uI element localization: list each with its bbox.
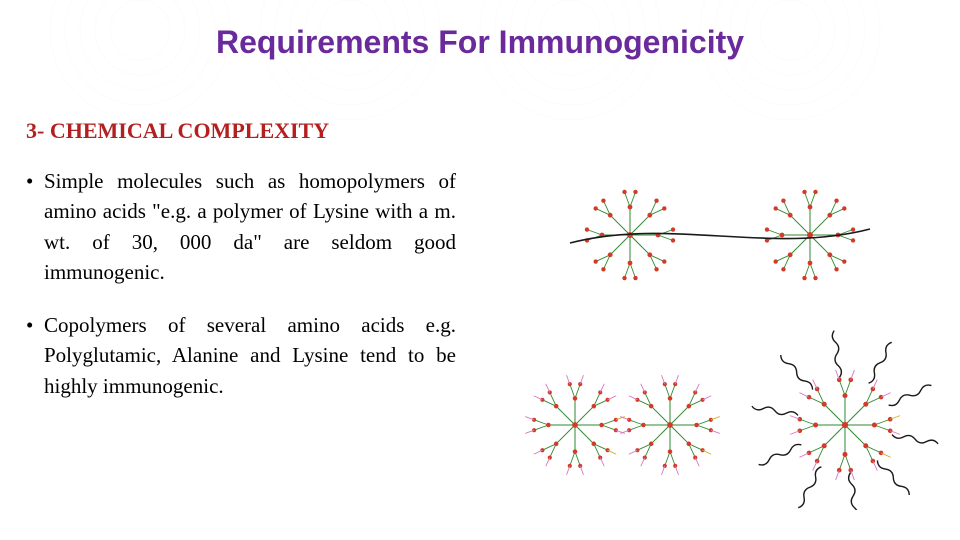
polymer-diagram (500, 150, 940, 510)
bullet-dot: • (26, 310, 44, 401)
page-title: Requirements For Immunogenicity (0, 24, 960, 61)
bullet-dot: • (26, 166, 44, 288)
body-text-column: • Simple molecules such as homopolymers … (26, 166, 456, 423)
bullet-text: Copolymers of several amino acids e.g. P… (44, 310, 456, 401)
bullet-2: • Copolymers of several amino acids e.g.… (26, 310, 456, 401)
bullet-text: Simple molecules such as homopolymers of… (44, 166, 456, 288)
section-heading: 3- CHEMICAL COMPLEXITY (26, 118, 329, 144)
bullet-1: • Simple molecules such as homopolymers … (26, 166, 456, 288)
